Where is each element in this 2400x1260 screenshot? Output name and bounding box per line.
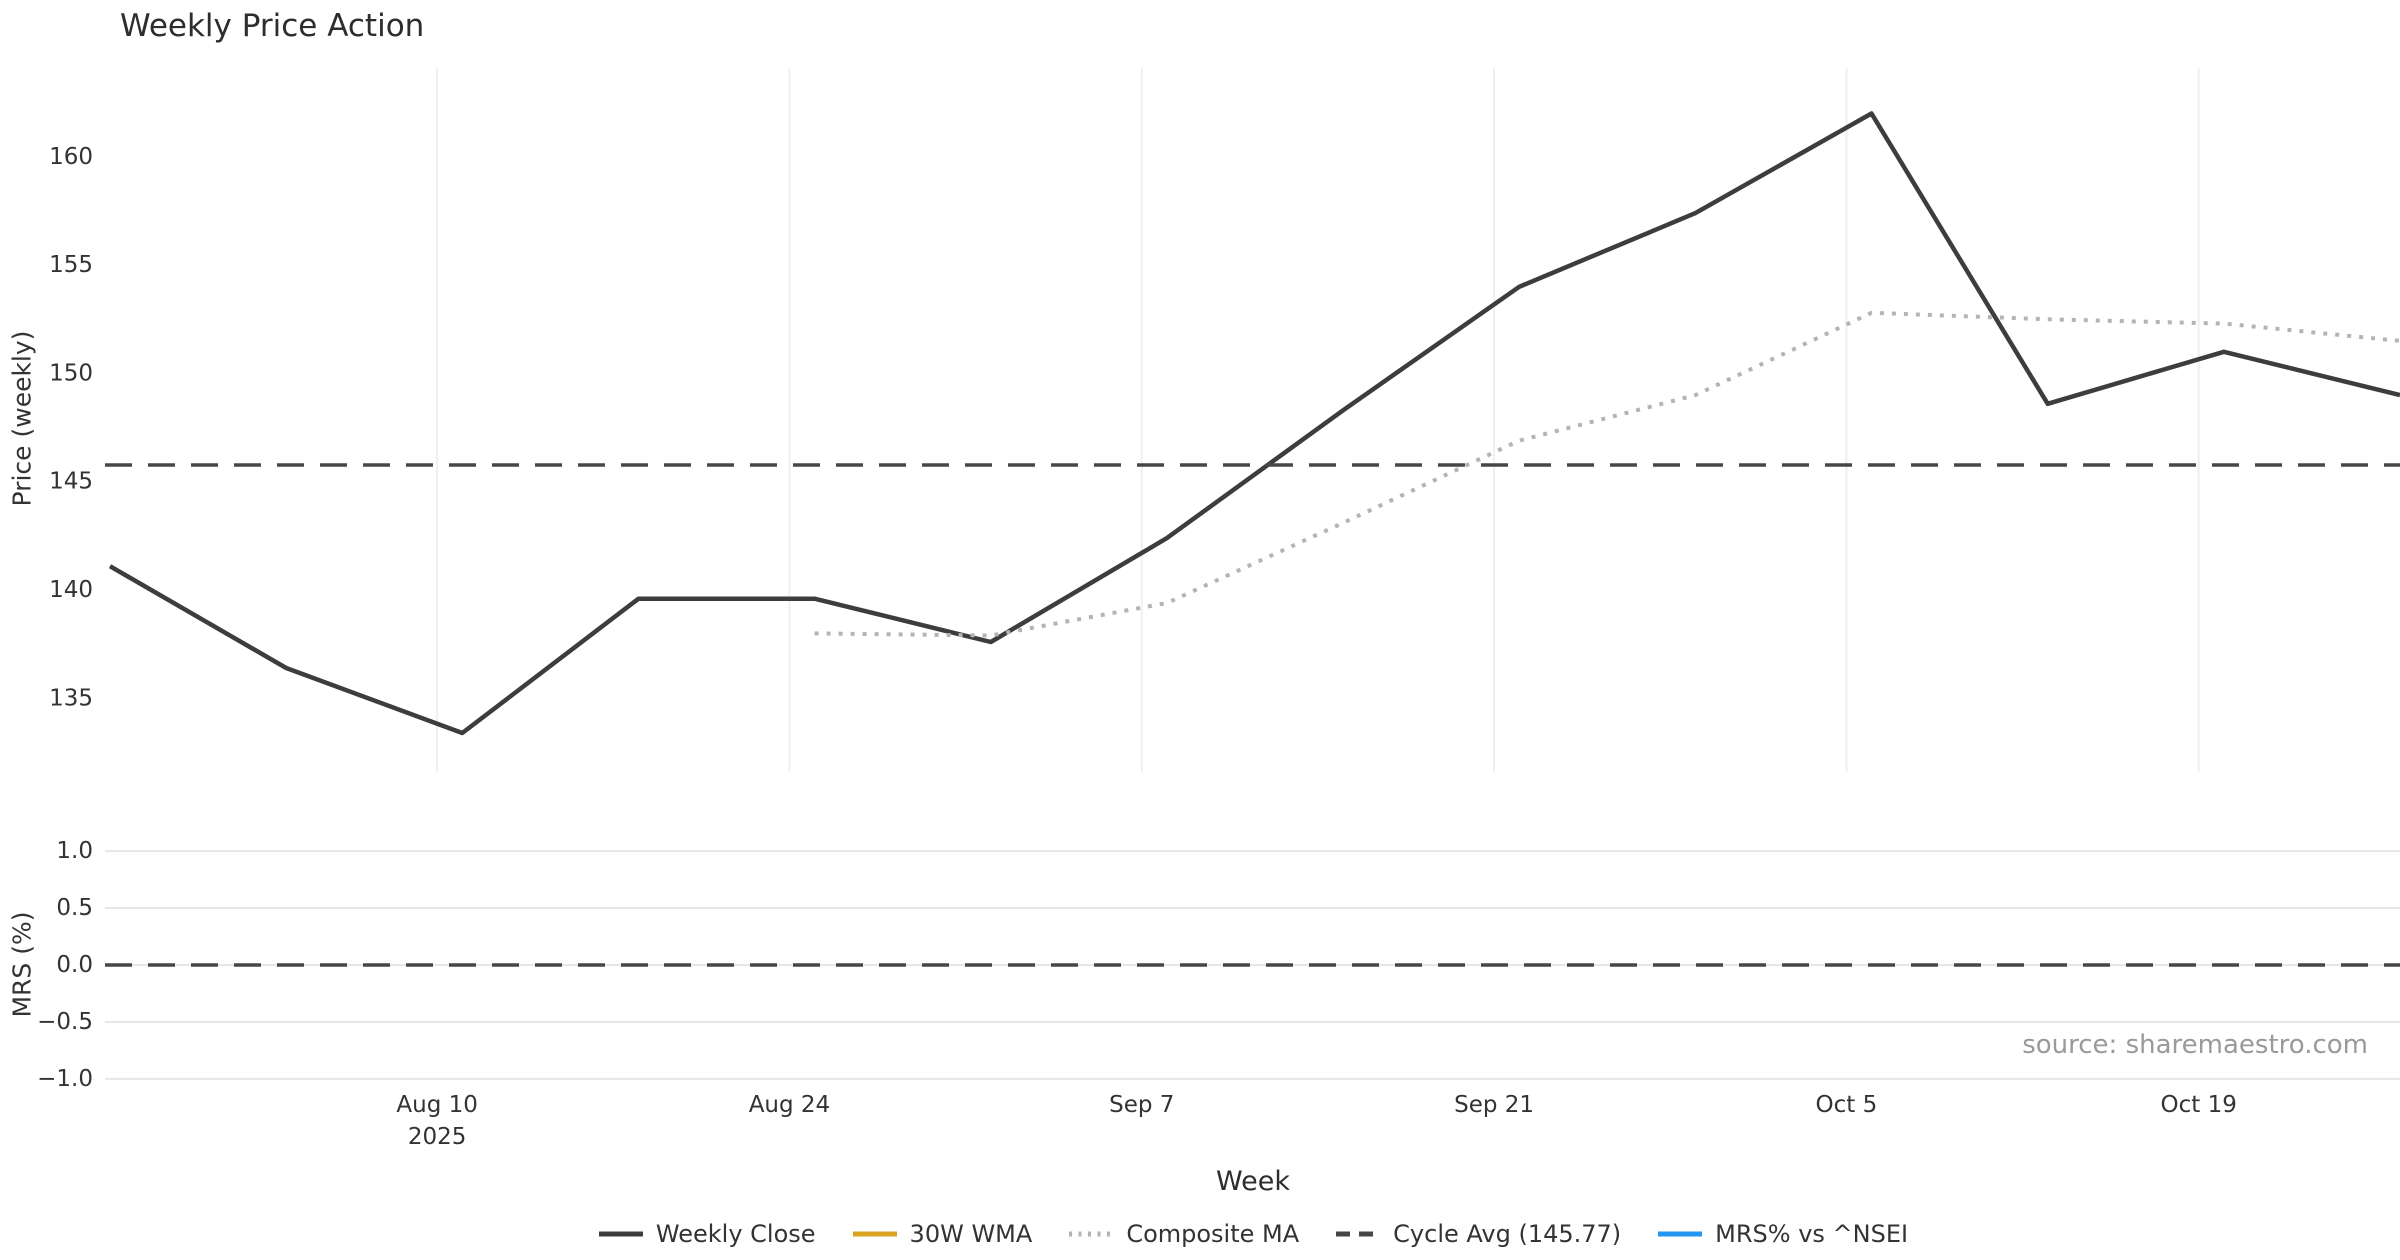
y-tick-label: 160 xyxy=(49,144,93,170)
y-tick-label: 0.0 xyxy=(56,952,93,978)
x-tick-label: Sep 21 xyxy=(1454,1092,1534,1118)
y-tick-label: 145 xyxy=(49,469,93,495)
y-tick-label: 140 xyxy=(49,577,93,603)
source-note: source: sharemaestro.com xyxy=(2022,1030,2368,1060)
series-composite-ma xyxy=(814,310,2400,638)
x-tick-label: 2025 xyxy=(408,1124,467,1150)
legend-item-30w-wma: 30W WMA xyxy=(852,1220,1033,1248)
legend-swatch-solid-icon xyxy=(852,1231,897,1237)
legend-label: 30W WMA xyxy=(909,1220,1033,1248)
legend: Weekly Close 30W WMA Composite MA Cycle Avg… xyxy=(0,1212,2400,1256)
x-tick-label: Aug 24 xyxy=(749,1092,831,1118)
legend-swatch-dashed-icon xyxy=(1336,1231,1381,1237)
legend-label: Composite MA xyxy=(1126,1220,1300,1248)
y-tick-label: 1.0 xyxy=(56,838,93,864)
legend-label: MRS% vs ^NSEI xyxy=(1715,1220,1909,1248)
y-tick-label: −0.5 xyxy=(37,1009,93,1035)
x-tick-label: Oct 5 xyxy=(1816,1092,1878,1118)
price-axis-label: Price (weekly) xyxy=(7,330,37,507)
legend-swatch-dotted-icon xyxy=(1069,1231,1114,1237)
y-tick-label: −1.0 xyxy=(37,1066,93,1092)
legend-item-composite-ma: Composite MA xyxy=(1068,1220,1299,1248)
legend-label: Cycle Avg (145.77) xyxy=(1393,1220,1622,1248)
x-axis-label: Week xyxy=(1216,1166,1290,1197)
legend-swatch-solid-icon xyxy=(598,1231,643,1237)
x-tick-label: Oct 19 xyxy=(2161,1092,2237,1118)
y-tick-label: 135 xyxy=(49,685,93,711)
y-tick-label: 150 xyxy=(49,360,93,386)
mrs-axis-label: MRS (%) xyxy=(7,911,37,1018)
y-tick-label: 0.5 xyxy=(56,895,93,921)
legend-label: Weekly Close xyxy=(655,1220,816,1248)
y-tick-label: 155 xyxy=(49,252,93,278)
chart-title: Weekly Price Action xyxy=(120,8,425,44)
x-tick-label: Aug 10 xyxy=(396,1092,478,1118)
legend-item-mrs-vs-nsei: MRS% vs ^NSEI xyxy=(1657,1220,1908,1248)
legend-item-cycle-avg-145-77: Cycle Avg (145.77) xyxy=(1335,1220,1621,1248)
legend-swatch-solid-icon xyxy=(1658,1231,1703,1237)
x-tick-label: Sep 7 xyxy=(1109,1092,1174,1118)
legend-item-weekly-close: Weekly Close xyxy=(598,1220,816,1248)
series-weekly-close xyxy=(108,111,2400,736)
